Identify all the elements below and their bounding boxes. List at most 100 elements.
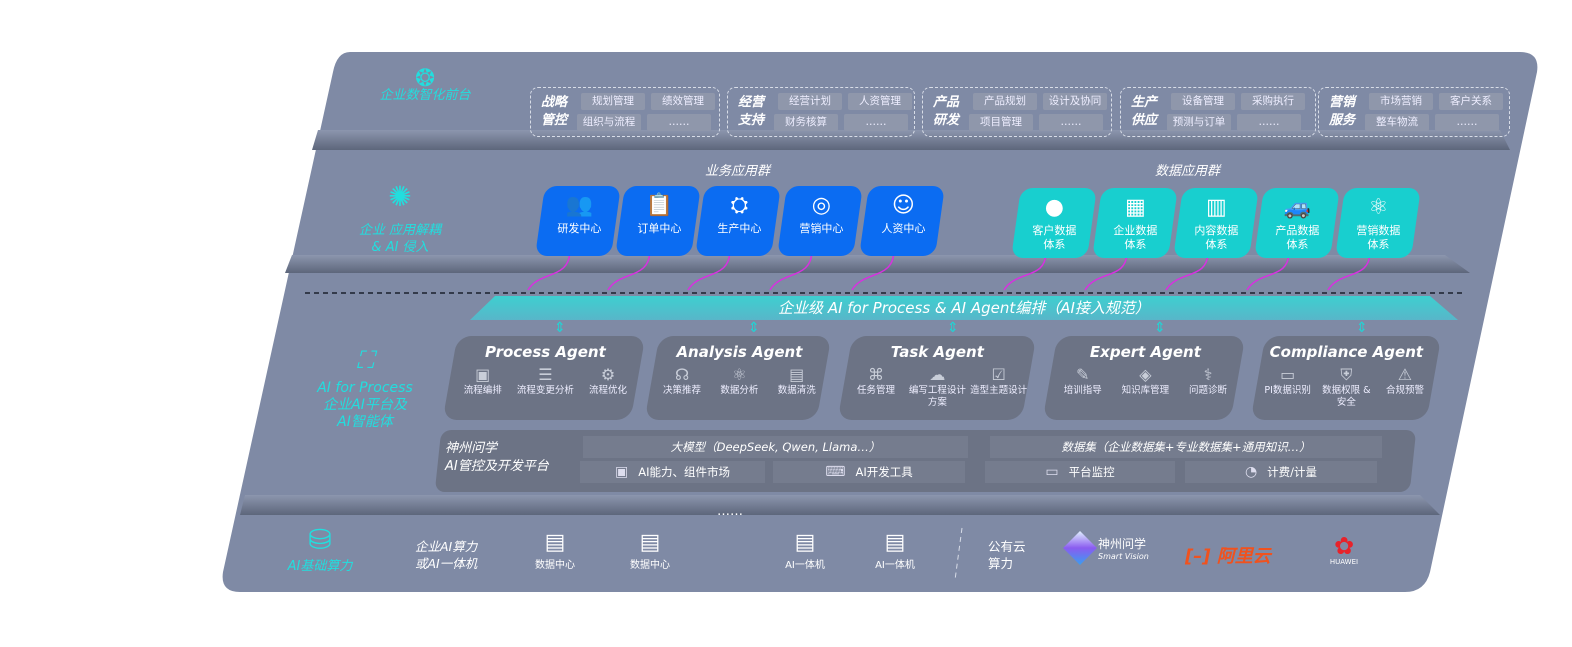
front-chip[interactable]: 市场营销 — [1369, 93, 1433, 110]
card-content: 👥 研发中心 — [541, 186, 617, 236]
card-content: ⚛ 营销数据体系 — [1340, 188, 1416, 252]
market-icon: ▣ — [615, 464, 629, 480]
platform-tool[interactable]: ▣ AI能力、组件市场 — [580, 461, 765, 483]
agent-capability[interactable]: ⚛ 数据分析 — [711, 365, 768, 397]
agent-card[interactable]: Analysis Agent ☊ 决策推荐 ⚛ 数据分析 ▤ 数据清洗 — [644, 336, 832, 420]
node-label: …… — [717, 504, 743, 519]
front-chip[interactable]: 规划管理 — [581, 93, 645, 110]
agent-card[interactable]: Compliance Agent ▭ PI数据识别 ⛨ 数据权限 & 安全 ⚠ 合规预警 — [1250, 336, 1442, 420]
data-apps-card[interactable]: 🚙 产品数据体系 — [1254, 188, 1340, 258]
capability-label: PI数据识别 — [1264, 385, 1311, 396]
front-chip[interactable]: 整车物流 — [1365, 114, 1429, 131]
front-group[interactable]: 营销服务 市场营销 客户关系 整车物流 …… — [1318, 87, 1510, 137]
card-label: 研发中心 — [557, 222, 602, 235]
data-apps-card[interactable]: ▥ 内容数据体系 — [1173, 188, 1259, 258]
capability-label: 数据清洗 — [777, 385, 816, 396]
business-apps-card[interactable]: ☺ 人资中心 — [859, 186, 945, 256]
checklist-icon: ☑ — [991, 365, 1006, 384]
agent-card[interactable]: Task Agent ⌘ 任务管理 ☁ 编写工程设计方案 ☑ 造型主题设计 — [837, 336, 1037, 420]
face-scan-icon: ⛶ — [356, 346, 374, 374]
compute-node[interactable]: ▤ 数据中心 — [520, 530, 590, 571]
agent-capability[interactable]: ⚕ 问题诊断 — [1177, 365, 1239, 397]
platform-tool[interactable]: ◔ 计费/计量 — [1185, 461, 1377, 483]
llm-section[interactable]: 大模型（DeepSeek, Qwen, Llama…） — [583, 436, 968, 458]
data-apps-card[interactable]: ▦ 企业数据体系 — [1092, 188, 1178, 258]
server-icon: ▤ — [639, 530, 661, 555]
front-group[interactable]: 经营支持 经营计划 人资管理 财务核算 …… — [727, 87, 915, 137]
capability-label: 问题诊断 — [1189, 385, 1228, 396]
vendor-name: HUAWEI — [1329, 558, 1359, 566]
agent-capability[interactable]: ✎ 培训指导 — [1052, 365, 1114, 397]
front-chip[interactable]: …… — [1237, 114, 1301, 131]
front-chip[interactable]: 设计及协同 — [1043, 93, 1107, 110]
agent-capability[interactable]: ☁ 编写工程设计方案 — [907, 365, 968, 409]
front-group[interactable]: 生产供应 设备管理 采购执行 预测与订单 …… — [1120, 87, 1316, 137]
agent-capability[interactable]: ⌘ 任务管理 — [846, 365, 907, 409]
compute-node[interactable]: ▤ AI一体机 — [860, 530, 930, 571]
bidirectional-arrow-icon: ⇕ — [1154, 320, 1166, 336]
front-chip[interactable]: 项目管理 — [969, 114, 1033, 131]
platform-tool[interactable]: ⌨ AI开发工具 — [773, 461, 965, 483]
compute-node[interactable]: ▤ AI一体机 — [770, 530, 840, 571]
agent-capability[interactable]: ▤ 数据清洗 — [768, 365, 825, 397]
bidirectional-arrow-icon: ⇕ — [554, 320, 566, 336]
front-chip[interactable]: 设备管理 — [1171, 93, 1235, 110]
agent-name: Analysis Agent — [676, 343, 803, 361]
layer-divider — [312, 130, 1510, 150]
id-card-icon: ▭ — [1280, 365, 1296, 384]
front-group-title: 经营支持 — [738, 95, 765, 128]
enterprise-compute-label: 企业AI算力 或AI一体机 — [415, 538, 477, 572]
front-chip[interactable]: 组织与流程 — [577, 114, 641, 131]
front-chip[interactable]: 财务核算 — [774, 114, 838, 131]
business-apps-card[interactable]: ◎ 营销中心 — [777, 186, 863, 256]
agent-capability[interactable]: ▭ PI数据识别 — [1259, 365, 1317, 409]
card-label: 生产中心 — [717, 222, 762, 235]
front-chip[interactable]: 绩效管理 — [651, 93, 715, 110]
front-chip[interactable]: 采购执行 — [1241, 93, 1305, 110]
apps-layer-subtitle: & AI 侵入 — [371, 240, 429, 255]
front-chip[interactable]: …… — [1039, 114, 1103, 131]
front-chip[interactable]: 产品规划 — [973, 93, 1037, 110]
apps-layer-label: ✺ 企业 应用解耦 & AI 侵入 — [340, 172, 460, 256]
agent-capability[interactable]: ⚙ 流程优化 — [577, 365, 639, 397]
network-icon: ⌘ — [868, 365, 885, 384]
compute-node[interactable]: ▤ 数据中心 — [615, 530, 685, 571]
diagnose-icon: ⚕ — [1203, 365, 1213, 384]
front-chip[interactable]: …… — [647, 114, 711, 131]
molecule-hub-icon: ✺ — [388, 180, 412, 213]
front-chip[interactable]: 人资管理 — [848, 93, 912, 110]
agent-capability[interactable]: ⛨ 数据权限 & 安全 — [1317, 365, 1375, 409]
data-apps-card[interactable]: ⚛ 营销数据体系 — [1335, 188, 1421, 258]
data-apps-card[interactable]: ● 客户数据体系 — [1011, 188, 1097, 258]
agent-capability[interactable]: ▣ 流程编排 — [452, 365, 514, 397]
business-apps-card[interactable]: ⛭ 生产中心 — [695, 186, 781, 256]
database-icon: ⛁ — [308, 523, 332, 556]
front-group[interactable]: 产品研发 产品规划 设计及协同 项目管理 …… — [922, 87, 1112, 137]
front-chip[interactable]: 预测与订单 — [1167, 114, 1231, 131]
front-chip[interactable]: 客户关系 — [1439, 93, 1503, 110]
agent-capability[interactable]: ☊ 决策推荐 — [654, 365, 711, 397]
users-icon: 👥 — [565, 193, 594, 218]
front-chip[interactable]: 经营计划 — [778, 93, 842, 110]
node-label: 数据中心 — [630, 560, 670, 571]
dataset-section[interactable]: 数据集（企业数据集+专业数据集+通用知识…） — [990, 436, 1382, 458]
agent-card[interactable]: Expert Agent ✎ 培训指导 ◈ 知识库管理 ⚕ 问题诊断 — [1042, 336, 1246, 420]
agent-capability[interactable]: ◈ 知识库管理 — [1114, 365, 1176, 397]
agent-capability[interactable]: ⚠ 合规预警 — [1376, 365, 1434, 409]
platform-tool[interactable]: ▭ 平台监控 — [985, 461, 1175, 483]
front-chip[interactable]: …… — [844, 114, 908, 131]
agent-capability[interactable]: ☑ 造型主题设计 — [968, 365, 1029, 409]
front-chip[interactable]: …… — [1435, 114, 1499, 131]
huawei-petal-icon: ✿ — [1333, 532, 1355, 560]
agent-capability[interactable]: ☰ 流程变更分析 — [514, 365, 576, 397]
front-group[interactable]: 战略管控 规划管理 绩效管理 组织与流程 …… — [530, 87, 720, 137]
agent-card[interactable]: Process Agent ▣ 流程编排 ☰ 流程变更分析 ⚙ 流程优化 — [442, 336, 646, 420]
tool-label: AI开发工具 — [855, 465, 913, 479]
building-icon: ▦ — [1125, 195, 1146, 220]
alert-box-icon: ⚠ — [1397, 365, 1413, 384]
agent-name: Task Agent — [890, 343, 984, 361]
business-apps-card[interactable]: 📋 订单中心 — [615, 186, 701, 256]
business-apps-card[interactable]: 👥 研发中心 — [535, 186, 621, 256]
aliyun-logo: [–] 阿里云 — [1185, 542, 1271, 568]
node-label: AI一体机 — [785, 560, 825, 571]
